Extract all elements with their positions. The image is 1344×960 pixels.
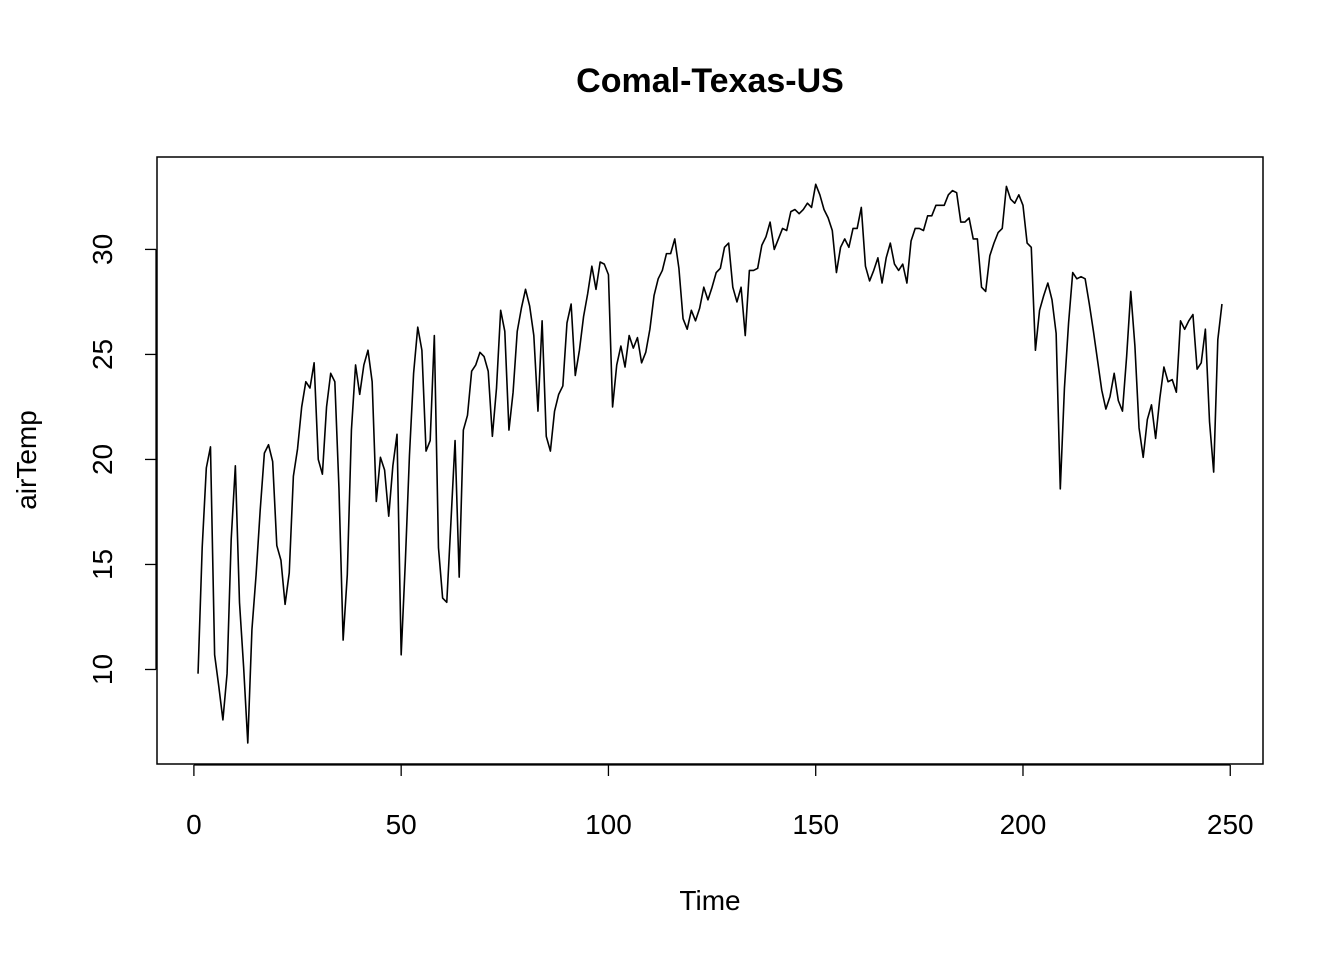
y-axis-label: airTemp <box>11 410 42 510</box>
series-line <box>197 183 1223 744</box>
plot-frame <box>156 156 1264 765</box>
chart-title: Comal-Texas-US <box>576 62 844 100</box>
y-axis: 10 15 20 25 30 <box>87 234 157 685</box>
y-tick-label: 15 <box>87 549 118 580</box>
x-tick-label: 200 <box>1000 809 1047 840</box>
x-tick-label: 250 <box>1207 809 1254 840</box>
y-tick-label: 20 <box>87 444 118 475</box>
y-tick-label: 10 <box>87 654 118 685</box>
x-tick-label: 0 <box>186 809 202 840</box>
x-axis-label: Time <box>679 885 740 916</box>
y-tick-label: 30 <box>87 234 118 265</box>
y-tick-label: 25 <box>87 339 118 370</box>
x-tick-label: 150 <box>792 809 839 840</box>
x-tick-label: 100 <box>585 809 632 840</box>
series-group <box>197 183 1223 744</box>
x-tick-label: 50 <box>386 809 417 840</box>
x-axis: 0 50 100 150 200 250 <box>186 764 1254 840</box>
